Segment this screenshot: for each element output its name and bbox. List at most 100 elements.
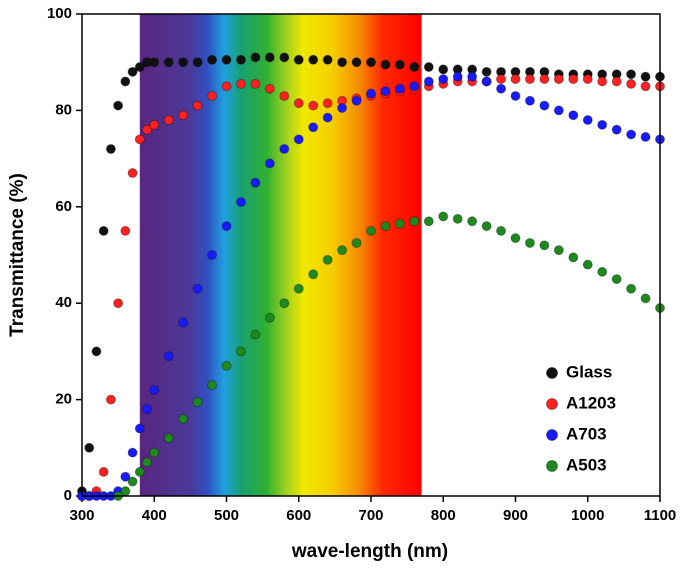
data-point	[539, 240, 550, 251]
data-point	[438, 211, 449, 222]
data-point	[568, 110, 579, 121]
legend-label: A703	[566, 424, 607, 443]
data-point	[113, 100, 124, 111]
data-point	[510, 90, 521, 101]
data-point	[337, 102, 348, 113]
x-tick-label: 900	[503, 507, 528, 524]
data-point	[250, 329, 261, 340]
y-tick-label: 100	[47, 5, 72, 22]
data-point	[409, 216, 420, 227]
data-point	[597, 76, 608, 87]
data-point	[524, 95, 535, 106]
data-point	[308, 100, 319, 111]
data-point	[293, 54, 304, 65]
data-point	[235, 346, 246, 357]
data-point	[98, 225, 109, 236]
data-point	[134, 62, 145, 73]
data-point	[134, 466, 145, 477]
data-point	[178, 413, 189, 424]
data-point	[640, 293, 651, 304]
data-point	[127, 66, 138, 77]
data-point	[322, 254, 333, 265]
legend-marker	[546, 460, 558, 472]
data-point	[597, 119, 608, 130]
data-point	[98, 466, 109, 477]
data-point	[163, 57, 174, 68]
data-point	[366, 225, 376, 236]
data-point	[496, 225, 507, 236]
data-point	[192, 57, 203, 68]
data-point	[626, 69, 637, 80]
data-point	[337, 57, 348, 68]
data-point	[640, 131, 651, 142]
data-point	[380, 59, 391, 70]
data-point	[221, 221, 232, 232]
data-point	[192, 397, 203, 408]
data-point	[308, 54, 319, 65]
data-point	[293, 283, 304, 294]
data-point	[127, 476, 138, 487]
data-point	[438, 64, 449, 75]
data-point	[113, 298, 124, 309]
data-point	[452, 213, 463, 224]
data-point	[481, 66, 492, 77]
legend-label: A1203	[566, 393, 616, 412]
data-point	[264, 83, 275, 94]
x-tick-label: 800	[431, 507, 456, 524]
data-point	[221, 360, 232, 371]
data-point	[553, 105, 564, 116]
data-point	[597, 266, 608, 277]
data-point	[84, 442, 95, 453]
x-axis-label: wave-length (nm)	[291, 541, 448, 562]
data-point	[91, 346, 102, 357]
data-point	[626, 283, 637, 294]
data-point	[250, 78, 261, 89]
data-point	[293, 98, 304, 109]
data-point	[582, 259, 593, 270]
x-tick-label: 1000	[571, 507, 604, 524]
legend-label: Glass	[566, 362, 612, 381]
data-point	[524, 237, 535, 248]
data-point	[366, 57, 376, 68]
data-point	[438, 74, 449, 85]
data-point	[127, 447, 138, 458]
data-point	[322, 112, 333, 123]
data-point	[322, 98, 333, 109]
data-point	[582, 74, 593, 85]
data-point	[481, 221, 492, 232]
data-point	[207, 90, 218, 101]
data-point	[611, 76, 622, 87]
data-point	[423, 76, 434, 87]
data-point	[409, 81, 420, 92]
data-point	[120, 486, 131, 497]
data-point	[120, 225, 131, 236]
data-point	[467, 216, 478, 227]
data-point	[293, 134, 304, 145]
y-tick-label: 80	[55, 101, 72, 118]
data-point	[142, 404, 153, 415]
x-tick-label: 300	[69, 507, 94, 524]
data-point	[149, 384, 160, 395]
data-point	[496, 83, 507, 94]
data-point	[366, 88, 376, 99]
data-point	[308, 269, 319, 280]
data-point	[250, 177, 261, 188]
data-point	[626, 78, 637, 89]
data-point	[235, 196, 246, 207]
data-point	[394, 59, 405, 70]
x-tick-label: 700	[358, 507, 383, 524]
data-point	[163, 351, 174, 362]
data-point	[127, 168, 138, 179]
y-tick-label: 40	[55, 294, 72, 311]
data-point	[524, 74, 535, 85]
data-point	[279, 52, 290, 63]
data-point	[394, 218, 405, 229]
data-point	[178, 57, 189, 68]
data-point	[539, 74, 550, 85]
data-point	[394, 83, 405, 94]
data-point	[105, 394, 116, 405]
data-point	[553, 74, 564, 85]
data-point	[149, 57, 160, 68]
data-point	[568, 252, 579, 263]
